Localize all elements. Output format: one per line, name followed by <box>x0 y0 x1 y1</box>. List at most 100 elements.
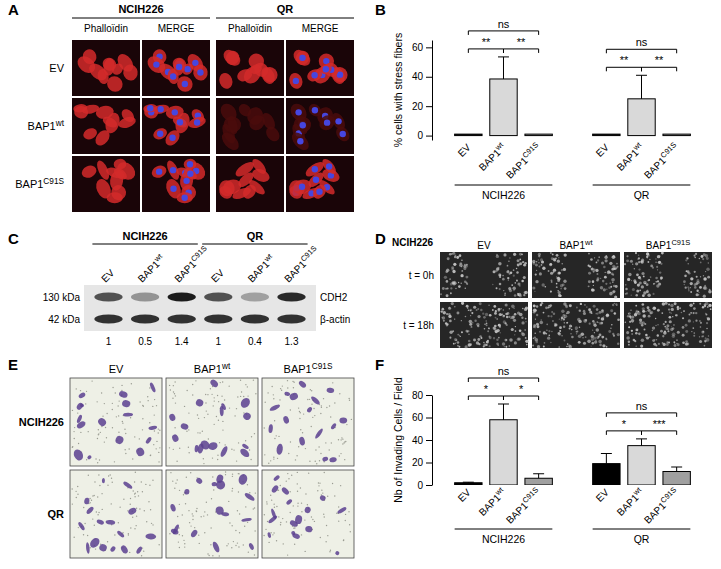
cell <box>259 111 277 132</box>
quantification-label: 1.4 <box>175 336 189 347</box>
significance-label: ns <box>636 36 648 48</box>
membrane-pore <box>251 436 252 437</box>
membrane-pore <box>210 527 211 528</box>
membrane-pore <box>301 502 302 503</box>
label-superscript: C91S <box>521 485 541 505</box>
membrane-pore <box>293 505 294 506</box>
membrane-pore <box>150 454 151 455</box>
cell-speck <box>636 273 639 276</box>
scratch-image <box>624 302 712 348</box>
cell-speck <box>515 326 516 327</box>
membrane-pore <box>339 455 340 456</box>
cell-speck <box>535 318 536 319</box>
cell-speck <box>482 313 484 315</box>
membrane-pore <box>152 406 153 407</box>
bar <box>490 420 517 485</box>
cell-speck <box>682 341 685 344</box>
invading-cell <box>276 443 284 455</box>
membrane-pore <box>177 479 178 480</box>
tick: 60 <box>412 42 432 53</box>
cell-speck <box>502 275 504 277</box>
membrane-pore <box>263 535 264 536</box>
membrane-pore <box>240 396 241 397</box>
membrane-pore <box>89 498 90 499</box>
membrane-pore <box>288 478 289 479</box>
membrane-pore <box>329 449 330 450</box>
membrane-pore <box>202 431 203 432</box>
membrane-pore <box>307 399 308 400</box>
nucleus <box>170 73 176 79</box>
invading-cell <box>285 498 293 505</box>
cell-speck <box>597 317 599 319</box>
cell <box>112 166 129 182</box>
x-tick-label: EV <box>594 486 611 503</box>
membrane-pore <box>112 427 113 428</box>
membrane-pore <box>273 457 274 458</box>
scratch-background <box>532 302 620 348</box>
error-stem <box>641 439 642 446</box>
cell-speck <box>455 288 457 290</box>
cell-speck <box>502 278 505 281</box>
cell-speck <box>555 257 557 259</box>
cell-speck <box>708 335 709 336</box>
cell-speck <box>518 293 521 296</box>
membrane-pore <box>192 519 193 520</box>
membrane-pore <box>203 515 204 516</box>
cell-speck <box>675 314 678 317</box>
cell-speck <box>541 283 544 286</box>
membrane-pore <box>351 419 352 420</box>
cell-speck <box>458 346 460 348</box>
cell-speck <box>460 336 461 337</box>
row-label: BAP1wt <box>28 119 65 132</box>
cell-speck <box>696 290 698 292</box>
micrograph <box>286 156 354 212</box>
cell-speck <box>450 287 452 289</box>
cell-speck <box>586 306 588 308</box>
membrane-pore <box>142 405 143 406</box>
membrane-pore <box>101 426 102 427</box>
cell-speck <box>663 343 666 346</box>
membrane-pore <box>321 407 322 408</box>
membrane-pore <box>231 490 232 491</box>
membrane-pore <box>239 513 240 514</box>
cell-speck <box>550 252 552 254</box>
tick: 40 <box>412 71 432 82</box>
membrane-pore <box>154 414 155 415</box>
membrane-pore <box>190 525 191 526</box>
cell-speck <box>638 311 640 313</box>
invading-cell <box>239 396 252 409</box>
cell-speck <box>630 317 632 319</box>
cell-speck <box>457 256 458 257</box>
membrane-pore <box>96 401 97 402</box>
cell-speck <box>601 262 604 265</box>
cell-speck <box>668 342 670 344</box>
cell-speck <box>616 263 618 265</box>
cell-speck <box>703 253 706 256</box>
tick: 40 <box>412 435 432 446</box>
cell-speck <box>699 336 700 337</box>
invading-cell <box>310 395 321 406</box>
membrane-pore <box>343 540 344 541</box>
x-tick-label: BAP1C91S <box>503 485 544 526</box>
cell-speck <box>460 274 463 277</box>
membrane-pore <box>222 421 223 422</box>
cell-speck <box>665 321 667 323</box>
cell-speck <box>609 262 612 265</box>
membrane-pore <box>89 502 90 503</box>
membrane-pore <box>320 453 321 454</box>
cell-speck <box>588 308 591 311</box>
cell-speck <box>555 324 558 327</box>
panel-e: EEVBAP1wtBAP1C91SNCIH226QR <box>8 356 354 558</box>
cell-speck <box>647 293 650 296</box>
header-rule <box>216 18 354 19</box>
cell-speck <box>657 334 659 336</box>
membrane-pore <box>134 481 135 482</box>
nucleus <box>316 189 322 195</box>
cell-speck <box>635 252 637 254</box>
membrane-pore <box>179 448 180 449</box>
cell-speck <box>514 341 517 344</box>
bar <box>455 483 482 485</box>
cell-speck <box>671 312 672 313</box>
membrane-pore <box>121 390 122 391</box>
cell-speck <box>655 262 656 263</box>
